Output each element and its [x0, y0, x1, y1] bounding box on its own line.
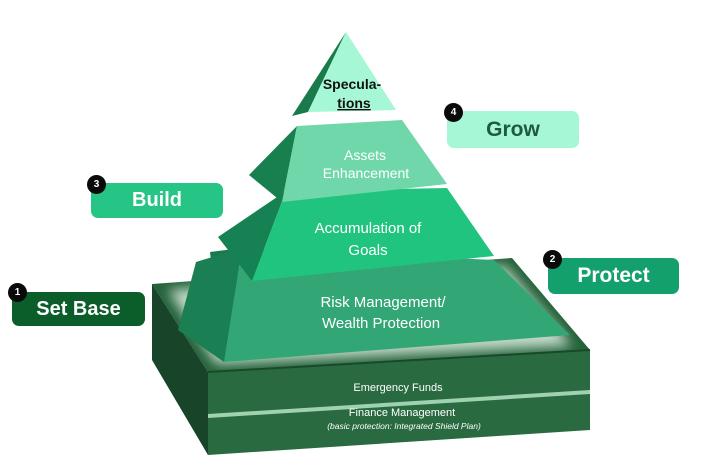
assets-enhancement-label-line1: Assets [344, 147, 386, 163]
tag-protect: Protect [548, 258, 679, 294]
tier-risk-management [178, 248, 570, 362]
number-badge-3: 3 [87, 175, 106, 194]
tag-grow-label: Grow [486, 117, 540, 141]
finance-management-label: Finance Management [349, 407, 455, 419]
risk-management-label-line2: Wealth Protection [322, 315, 440, 332]
tag-set-base: Set Base [12, 292, 145, 326]
tag-build-label: Build [132, 189, 182, 211]
tag-grow: Grow [447, 111, 579, 148]
number-badge-1: 1 [8, 283, 27, 302]
emergency-funds-label: Emergency Funds [353, 382, 443, 394]
speculations-label-line1: Specula- [323, 76, 382, 92]
number-badge-2: 2 [543, 250, 562, 269]
tag-build: Build [91, 183, 223, 218]
tag-protect-label: Protect [577, 264, 650, 287]
accumulation-label-line1: Accumulation of [315, 220, 423, 237]
speculations-label-line2: tions [337, 95, 371, 111]
tag-set-base-label: Set Base [36, 297, 121, 320]
accumulation-label-line2: Goals [348, 242, 387, 259]
risk-management-label-line1: Risk Management/ [320, 294, 446, 311]
finance-management-sublabel: (basic protection: Integrated Shield Pla… [327, 421, 481, 431]
tier-speculations [292, 32, 396, 116]
tier-accumulation [218, 188, 494, 281]
assets-enhancement-label-line2: Enhancement [323, 165, 410, 181]
number-badge-4: 4 [444, 103, 463, 122]
tier-assets-enhancement [249, 120, 447, 202]
